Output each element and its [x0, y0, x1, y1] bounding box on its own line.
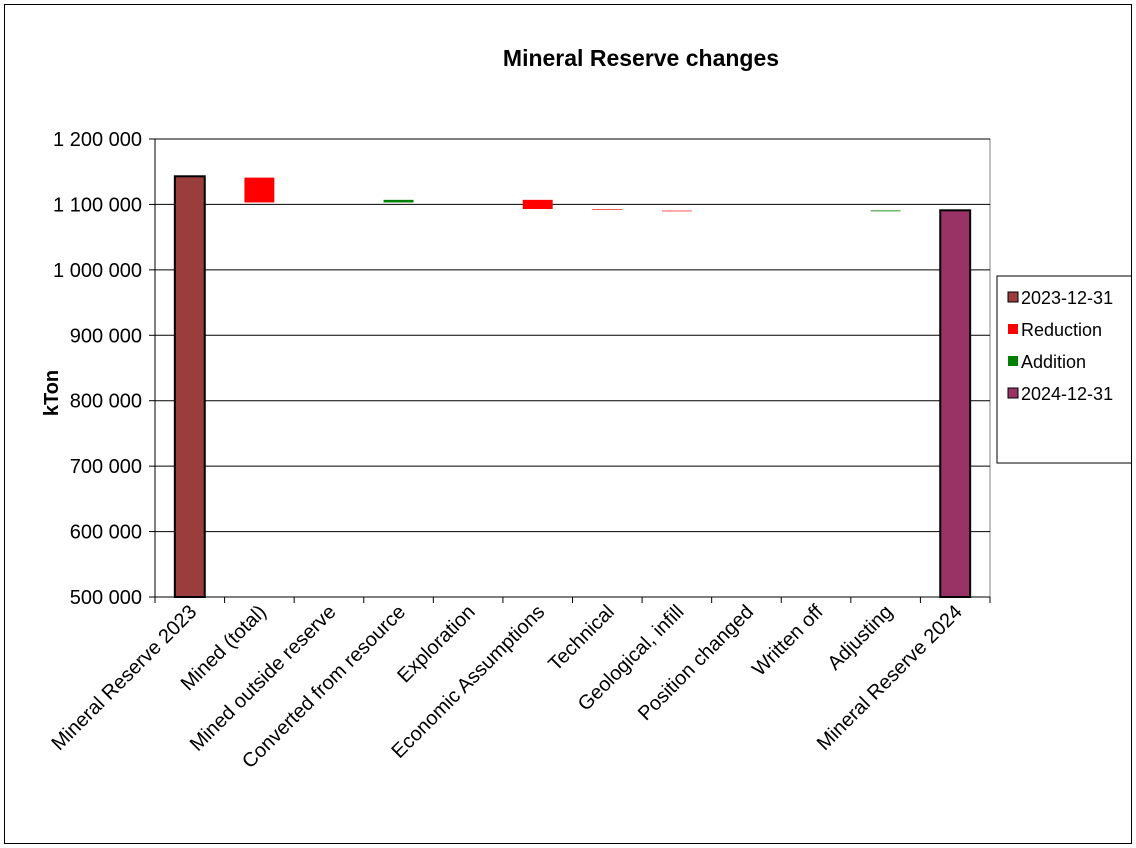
chart-title: Mineral Reserve changes — [503, 45, 779, 71]
bar-2024-12-31 — [939, 209, 972, 598]
x-tick-label: Technical — [544, 601, 619, 676]
x-tick-label: Position changed — [634, 601, 758, 725]
bar-reduction — [244, 177, 275, 203]
y-tick-label: 1 100 000 — [53, 194, 142, 216]
plot-area — [173, 175, 972, 598]
bar-reduction — [661, 210, 692, 212]
legend-label: 2024-12-31 — [1021, 384, 1113, 404]
y-tick-label: 1 200 000 — [53, 129, 142, 151]
legend-swatch — [1008, 324, 1018, 334]
y-tick-label: 800 000 — [70, 391, 142, 413]
legend-box — [996, 275, 1131, 464]
plot-border — [154, 138, 991, 598]
x-tick-label: Mineral Reserve 2024 — [813, 601, 967, 755]
legend-swatch — [1008, 356, 1018, 366]
y-axis-label: kTon — [41, 370, 63, 416]
bar-2023-12-31 — [173, 175, 206, 598]
bar-reduction — [522, 199, 553, 210]
y-tick-label: 900 000 — [70, 325, 142, 347]
y-tick-label: 700 000 — [70, 456, 142, 478]
legend-label: 2023-12-31 — [1021, 288, 1113, 308]
legend: 2023-12-31 Reduction Addition 2024-12-31 — [996, 275, 1131, 464]
y-axis: 500 000 600 000 700 000 800 000 900 000 1 000… — [53, 129, 156, 609]
chart-frame: Mineral Reserve changes 500 000 600 000 70… — [4, 4, 1132, 844]
legend-swatch — [1007, 291, 1019, 303]
gridlines — [154, 138, 991, 598]
y-tick-label: 500 000 — [70, 587, 142, 609]
bar-addition — [383, 199, 414, 203]
y-tick-label: 600 000 — [70, 522, 142, 544]
waterfall-chart: Mineral Reserve changes 500 000 600 000 70… — [41, 45, 1131, 773]
bar-addition — [870, 210, 901, 212]
x-tick-label: Written off — [748, 601, 828, 681]
bar-reduction — [592, 209, 623, 210]
legend-swatch — [1007, 387, 1019, 399]
legend-label: Reduction — [1021, 320, 1102, 340]
legend-label: Addition — [1021, 352, 1086, 372]
y-tick-label: 1 000 000 — [53, 260, 142, 282]
x-tick-label: Adjusting — [823, 601, 897, 675]
